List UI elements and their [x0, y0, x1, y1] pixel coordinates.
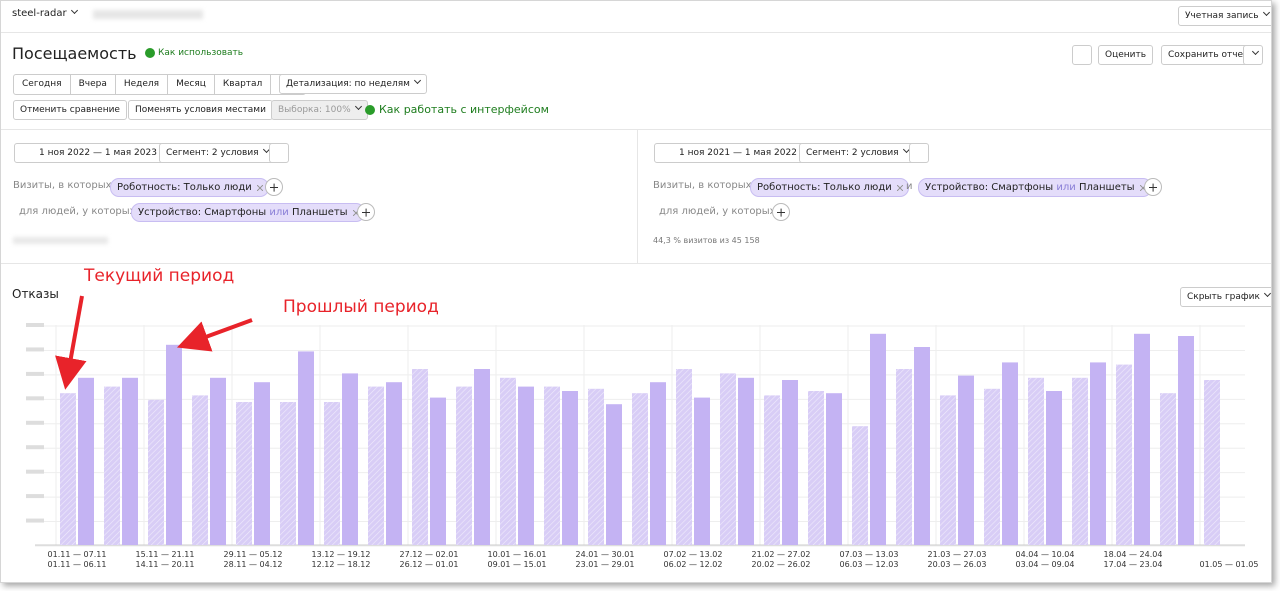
chip-or: или: [1056, 182, 1076, 193]
share-button[interactable]: [1072, 45, 1092, 65]
divider: [1, 129, 1271, 130]
period-switch: СегодняВчераНеделяМесяцКварталГод: [13, 74, 306, 95]
people-label: для людей, у которых: [659, 206, 776, 217]
chip-text: Устройство: Смартфоны: [138, 207, 267, 218]
add-condition[interactable]: [1144, 178, 1162, 196]
add-condition[interactable]: [265, 178, 283, 196]
robot-chip[interactable]: Роботность: Только люди: [750, 178, 909, 197]
device-chip[interactable]: Устройство: Смартфоны или Планшеты: [918, 178, 1152, 197]
interface-link[interactable]: Как работать с интерфейсом: [379, 103, 549, 116]
swap-button[interactable]: Поменять условия местами: [128, 100, 273, 120]
add-condition[interactable]: [772, 203, 790, 221]
cancel-compare[interactable]: Отменить сравнение: [13, 100, 127, 120]
chip-text: Планшеты: [1078, 182, 1135, 193]
chart-title: Отказы: [12, 287, 59, 301]
interface-icon: [365, 105, 375, 115]
help-link[interactable]: Как использовать: [158, 48, 244, 58]
save-menu[interactable]: [1243, 45, 1263, 65]
date-right[interactable]: 1 ноя 2021 — 1 мая 2022: [654, 143, 804, 163]
period-button[interactable]: Квартал: [215, 75, 272, 94]
chip-or: или: [269, 207, 289, 218]
chip-text: Устройство: Смартфоны: [925, 182, 1054, 193]
period-button[interactable]: Вчера: [71, 75, 116, 94]
rate-button[interactable]: Оценить: [1098, 45, 1154, 65]
blurred-stats: [13, 237, 108, 244]
period-button[interactable]: Сегодня: [14, 75, 71, 94]
robot-chip[interactable]: Роботность: Только люди: [110, 178, 269, 197]
hide-chart[interactable]: Скрыть график: [1180, 287, 1271, 307]
visits-label: Визиты, в которых: [13, 180, 112, 191]
divider: [1, 32, 1271, 33]
segment-left[interactable]: Сегмент: 2 условия: [159, 143, 276, 163]
visits-label: Визиты, в которых: [653, 180, 752, 191]
device-chip[interactable]: Устройство: Смартфоны или Планшеты: [131, 203, 365, 222]
segment-right[interactable]: Сегмент: 2 условия: [799, 143, 916, 163]
chip-text: Планшеты: [291, 207, 348, 218]
detail-button[interactable]: Детализация: по неделям: [279, 74, 427, 94]
people-label: для людей, у которых: [19, 206, 136, 217]
period-button[interactable]: Месяц: [168, 75, 215, 94]
report-title: Посещаемость: [12, 44, 137, 63]
help-icon: [145, 48, 155, 58]
account-name[interactable]: steel-radar: [12, 8, 77, 19]
account-button[interactable]: Учетная запись: [1178, 6, 1271, 26]
sample-button[interactable]: Выборка: 100%: [271, 100, 368, 120]
blurred-id: [93, 10, 203, 19]
segment-right-close[interactable]: [909, 143, 929, 163]
date-left[interactable]: 1 ноя 2022 — 1 мая 2023: [14, 143, 164, 163]
segment-left-close[interactable]: [269, 143, 289, 163]
and-label: и: [906, 181, 913, 192]
divider: [1, 263, 1271, 264]
period-button[interactable]: Неделя: [116, 75, 169, 94]
stats: 44,3 % визитов из 45 158: [653, 236, 760, 245]
save-button[interactable]: Сохранить отчет: [1161, 45, 1256, 65]
divider: [637, 129, 638, 263]
add-condition[interactable]: [357, 203, 375, 221]
